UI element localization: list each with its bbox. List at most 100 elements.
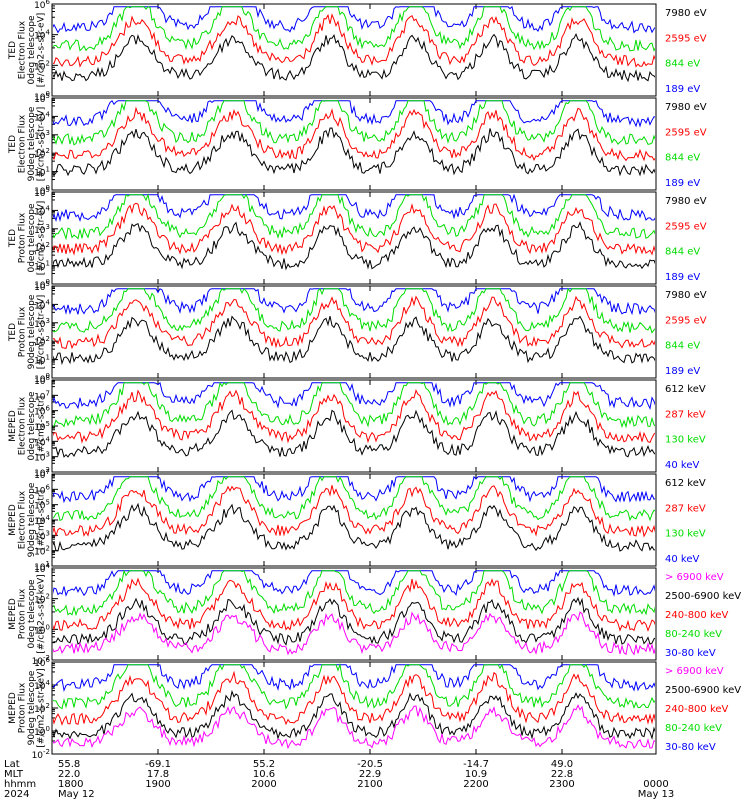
series-line [53,611,655,656]
series-line [53,409,655,458]
y-tick-label: 105 [34,92,50,105]
panel-2: 105 104 103 102 101 100 TED Electron Flux 90deg … [8,92,707,197]
series-line [53,288,655,316]
y-axis-label-line: 90deg telescope [27,670,37,745]
legend-entry: 189 eV [665,84,700,95]
y-axis-label: TED Electron Flux 0deg telescope [#/cm2-s-s… [8,13,47,88]
legend-entry: 2595 eV [665,127,707,138]
y-axis-label-line: TED [8,41,18,60]
y-axis-label-line: MEPED [8,410,18,442]
x-tick-label-lat: -14.7 [463,759,489,770]
legend-entry: 40 keV [665,554,699,565]
x-tick-label-date: May 13 [638,789,675,800]
x-tick-label-hhmm: 1900 [145,779,170,790]
y-axis-label-line: Electron Flux [17,396,27,455]
y-axis-label-line: TED [8,135,18,154]
legend-entry: 612 keV [665,384,706,395]
series-line [53,689,655,741]
series-line [53,704,655,750]
series-traces [53,100,655,177]
xaxis-row-label-hhmm: hhmm [4,779,36,790]
y-axis-label-line: MEPED [8,598,18,630]
series-line [53,389,655,444]
y-axis-label-line: [#/cm2-s-str] [36,396,46,456]
y-axis-label-line: 0deg telescope [27,15,37,85]
y-axis-label-line: [#/cm2-s-str-keV] [36,574,46,653]
y-axis-label: MEPED Electron Flux 90deg telescope [#/cm2-… [8,482,47,557]
y-axis-label-line: TED [8,229,18,248]
y-axis-label-line: Proton Flux [17,306,27,357]
y-axis-label: TED Proton Flux 90deg telescope [#/cm2-s-st… [8,294,47,369]
y-tick-label: 10-2 [32,748,50,761]
series-traces [53,663,655,750]
legend-entry: 189 eV [665,366,700,377]
y-axis-label-line: [#/cm2-s-str-eV] [36,295,46,370]
y-axis-label-line: [#/cm2-s-str] [36,490,46,550]
y-tick-label: 100 [34,725,50,738]
series-line [53,221,655,271]
y-tick-label: 105 [34,280,50,293]
series-line [53,32,655,83]
legend-entry: 80-240 keV [665,723,722,734]
series-line [53,502,655,552]
y-axis-label-line: MEPED [8,692,18,724]
y-tick-label: 104 [34,298,50,311]
panel-6: 107 106 105 104 103 102 101 MEPED Electron Flux 9… [8,468,706,573]
y-axis-label-line: [#/cm2-s-str-keV] [36,668,46,747]
series-line [53,596,655,646]
x-tick-label-mlt: 10.6 [253,769,275,780]
panel-frame [51,3,657,97]
series-traces [53,381,655,458]
legend-entry: 7980 eV [665,196,707,207]
y-tick-label: 101 [34,166,50,179]
legend-entry: 844 eV [665,341,700,352]
y-tick-label: 102 [34,147,50,160]
series-line [53,475,655,522]
x-tick-label-mlt: 22.9 [359,769,381,780]
y-axis-label-line: TED [8,323,18,342]
legend-entry: > 6900 keV [665,666,724,677]
y-axis-label-line: [#/cm2-s-str-eV] [36,13,46,88]
legend-entry: 287 keV [665,409,706,420]
x-tick-label-lat: -20.5 [357,759,383,770]
legend-entry: 7980 eV [665,102,707,113]
y-tick-label: 100 [34,184,50,197]
y-axis-label: MEPED Proton Flux 0deg telescope [#/cm2-s-s… [8,574,47,653]
xaxis-row-label-lat: Lat [4,759,20,770]
series-line [53,577,655,632]
y-axis-label-line: 90deg telescope [27,482,37,557]
x-tick-label-mlt: 17.8 [147,769,169,780]
series-line [53,202,655,256]
series-traces [53,287,655,366]
x-tick-label-mlt: 22.8 [551,769,573,780]
legend-entry: 287 keV [665,503,706,514]
y-tick-label: 102 [34,702,50,715]
series-line [53,295,655,350]
y-axis-label-line: 0deg telescope [27,203,37,273]
y-tick-label: 102 [34,59,50,72]
y-axis-label: TED Electron Flux 90deg telescope [#/cm2-s-… [8,106,47,181]
panel-frame [51,97,657,191]
series-line [53,127,655,177]
y-tick-label: 100 [34,372,50,385]
y-tick-label: 102 [34,545,50,558]
x-tick-label-mlt: 10.9 [465,769,487,780]
y-tick-label: 100 [34,278,50,291]
x-tick-label-lat: -69.1 [145,759,171,770]
y-axis-label-line: MEPED [8,504,18,536]
series-line [53,670,655,726]
y-tick-label: 104 [34,435,50,448]
x-tick-label-date: May 12 [58,789,95,800]
legend-entry: 80-240 keV [665,629,722,640]
y-axis-label-line: 0deg telescope [27,579,37,649]
legend-entry: 240-800 keV [665,704,729,715]
series-line [53,6,655,52]
legend-entry: 2500-6900 keV [665,685,741,696]
xaxis-row-label-year: 2024 [4,789,29,800]
y-tick-label: 100 [34,623,50,636]
y-tick-label: 104 [34,110,50,123]
panel-3: 105 104 103 102 101 100 TED Proton Flux 0deg tel… [8,186,707,291]
